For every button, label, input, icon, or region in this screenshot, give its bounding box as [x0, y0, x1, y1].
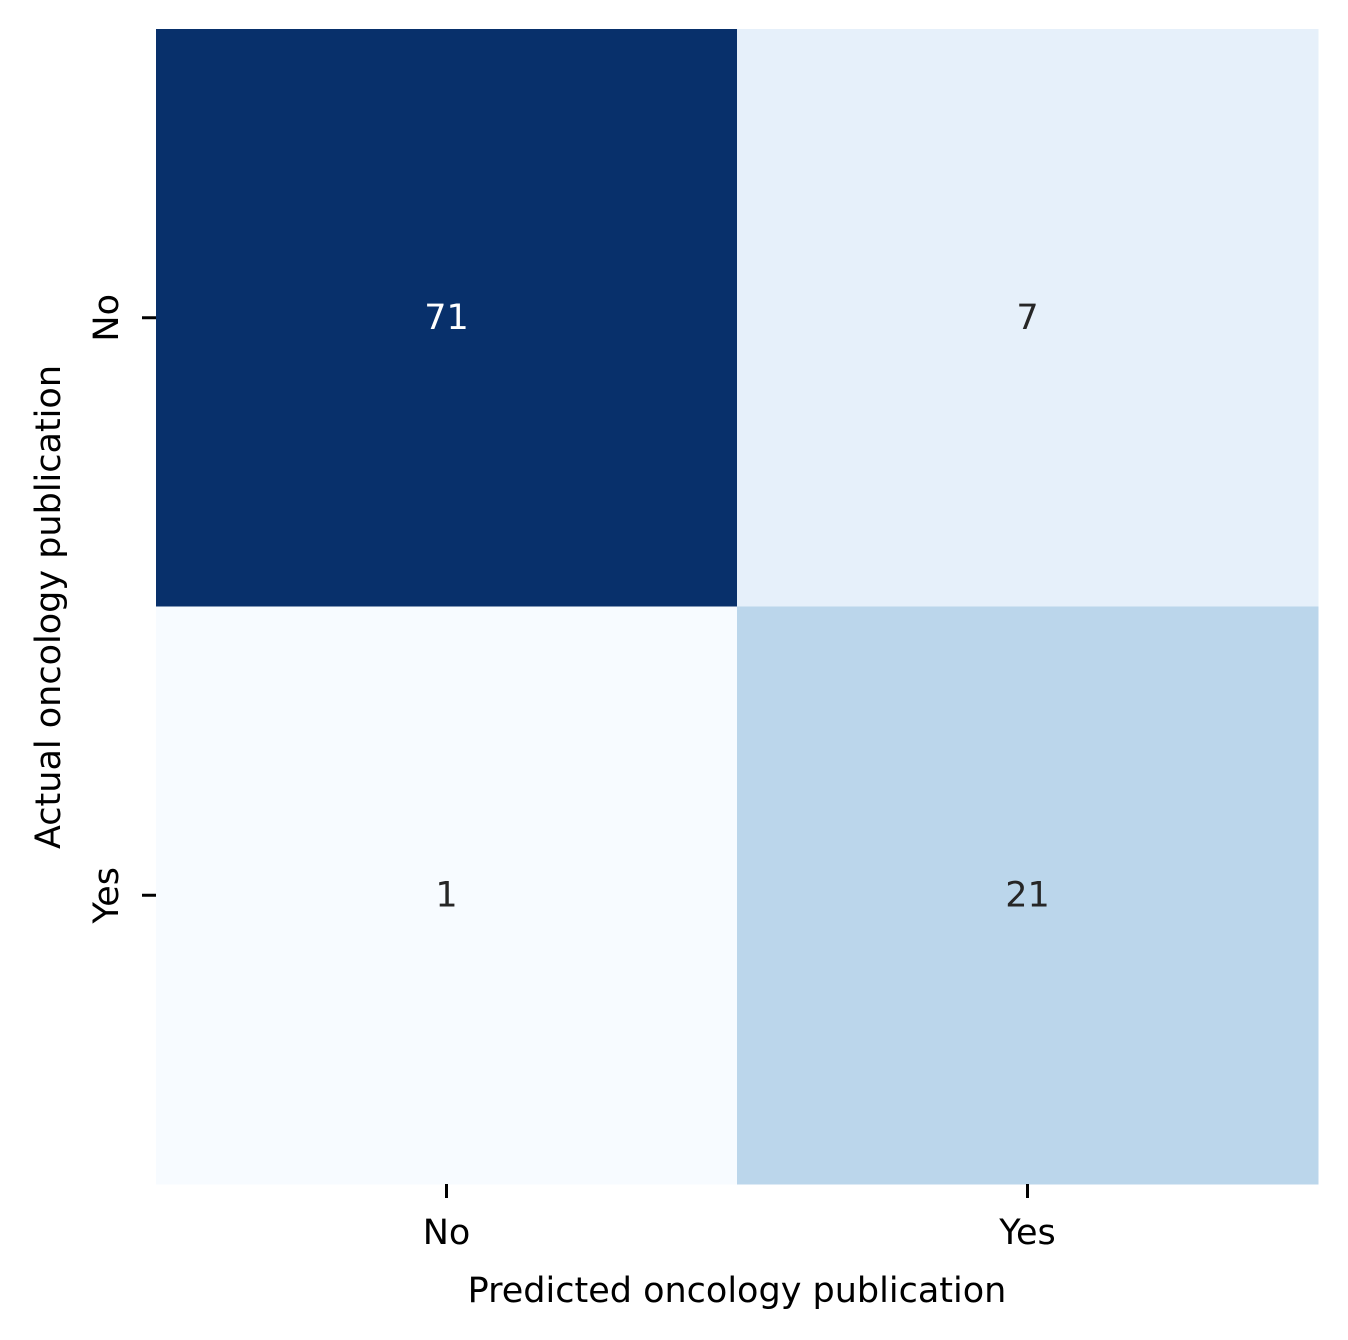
heatmap-cell-yes-yes — [737, 606, 1319, 1185]
y-tick-label-no: No — [87, 294, 127, 342]
heatmap-cell-labels: 71 71 21 — [424, 298, 1050, 916]
x-tick-label-yes: Yes — [998, 1213, 1056, 1253]
cell-value-yes-no: 1 — [435, 875, 457, 915]
y-axis-label: Actual oncology publication — [29, 365, 69, 849]
heatmap-cells — [156, 29, 1319, 1185]
heatmap-cell-yes-no — [156, 606, 738, 1185]
cell-value-no-yes: 7 — [1016, 298, 1038, 338]
heatmap-cell-no-no — [156, 29, 738, 607]
x-axis-ticks: No Yes — [423, 1184, 1056, 1253]
x-tick-label-no: No — [423, 1213, 471, 1253]
cell-value-no-no: 71 — [424, 298, 469, 338]
y-tick-label-yes: Yes — [87, 867, 127, 925]
cell-value-yes-yes: 21 — [1005, 875, 1050, 915]
heatmap-cell-no-yes — [737, 29, 1319, 607]
x-axis-label: Predicted oncology publication — [468, 1271, 1007, 1311]
y-axis-ticks: No Yes — [87, 294, 156, 925]
